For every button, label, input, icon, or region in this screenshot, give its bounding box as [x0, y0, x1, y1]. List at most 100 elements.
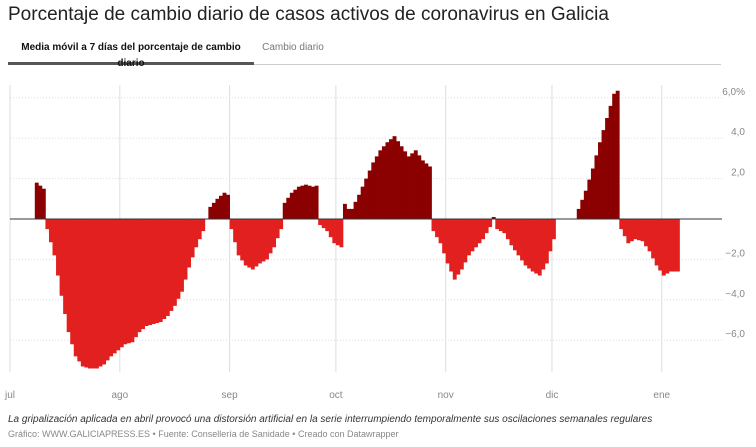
- bar: [452, 219, 457, 280]
- bar: [523, 219, 528, 266]
- bar: [201, 219, 206, 232]
- bar: [424, 163, 429, 219]
- bar: [158, 219, 163, 323]
- bar: [392, 136, 397, 219]
- bar: [240, 219, 245, 261]
- bar: [151, 219, 156, 325]
- bar: [261, 219, 266, 262]
- bar: [56, 219, 60, 276]
- bar: [211, 202, 216, 219]
- bar: [403, 151, 408, 219]
- bar: [374, 156, 379, 219]
- bar: [644, 219, 648, 247]
- bar: [537, 219, 542, 276]
- bar: [52, 219, 57, 256]
- bar: [527, 219, 532, 269]
- bar: [633, 219, 638, 240]
- tab-media-movil[interactable]: Media móvil a 7 días del porcentaje de c…: [8, 40, 254, 69]
- chart-footer: Gráfico: WWW.GALICIAPRESS.ES • Fuente: C…: [8, 429, 399, 439]
- bar: [38, 185, 43, 219]
- bar: [449, 219, 454, 272]
- bar: [325, 219, 330, 232]
- bar: [665, 219, 670, 274]
- bar: [339, 219, 344, 248]
- bar: [385, 142, 390, 219]
- bar: [194, 219, 199, 248]
- bar: [431, 219, 436, 232]
- bar: [371, 162, 376, 219]
- bar: [95, 219, 99, 369]
- chart-title: Porcentaje de cambio diario de casos act…: [8, 4, 609, 25]
- bar: [636, 219, 641, 241]
- bar: [123, 219, 128, 345]
- bar: [594, 155, 599, 219]
- footer-prefix: Gráfico:: [8, 429, 43, 439]
- bar: [435, 219, 439, 238]
- bar: [364, 178, 369, 219]
- x-tick-label: sep: [222, 390, 239, 401]
- bar: [296, 186, 301, 219]
- bar: [176, 219, 181, 299]
- bar: [367, 170, 372, 219]
- bar: [601, 130, 606, 219]
- bar: [640, 219, 645, 242]
- bar: [116, 219, 121, 351]
- footer-site-link[interactable]: WWW.GALICIAPRESS.ES: [42, 429, 151, 439]
- bar: [668, 219, 673, 272]
- bar: [172, 219, 177, 306]
- bar: [300, 185, 305, 219]
- y-tick-label: 4,0: [731, 127, 745, 138]
- bar: [190, 219, 195, 258]
- bar: [612, 93, 617, 219]
- bar: [544, 219, 549, 264]
- bar: [353, 201, 358, 219]
- bar: [576, 208, 581, 219]
- tab-cambio-diario[interactable]: Cambio diario: [262, 42, 324, 53]
- bar: [91, 219, 96, 369]
- bar: [141, 219, 145, 330]
- x-tick-label: ago: [111, 390, 128, 401]
- bar: [463, 219, 468, 263]
- bar: [180, 219, 184, 292]
- bar: [481, 219, 486, 240]
- bar: [342, 203, 347, 219]
- footer-separator: •: [289, 429, 298, 439]
- bar: [59, 219, 64, 296]
- bar: [282, 202, 287, 219]
- bar: [541, 219, 546, 270]
- bar: [498, 219, 503, 232]
- bar: [470, 219, 475, 252]
- bar: [218, 195, 223, 219]
- bar: [229, 219, 234, 230]
- bar: [80, 219, 85, 367]
- bar: [187, 219, 192, 268]
- bar: [389, 139, 393, 219]
- bar: [651, 219, 656, 259]
- bar: [360, 186, 365, 219]
- bar: [459, 219, 464, 270]
- bar: [77, 219, 82, 362]
- bar: [265, 219, 269, 260]
- bar: [279, 219, 284, 230]
- bar: [286, 197, 291, 219]
- bar: [615, 90, 620, 219]
- bar: [608, 105, 613, 219]
- footer-credit[interactable]: Creado con Datawrapper: [297, 429, 399, 439]
- bar: [165, 219, 170, 316]
- bar: [314, 185, 319, 219]
- bar: [619, 219, 624, 230]
- bar: [381, 146, 386, 219]
- bar: [548, 219, 553, 252]
- bar: [126, 219, 131, 344]
- y-tick-label: −2,0: [725, 248, 745, 259]
- bar: [162, 219, 167, 319]
- bar: [243, 219, 248, 266]
- bar: [41, 188, 46, 219]
- bar: [346, 208, 351, 219]
- footer-source: Fuente: Consellería de Sanidade: [158, 429, 290, 439]
- bar: [466, 219, 471, 256]
- bar: [583, 190, 588, 219]
- y-tick-label: −6,0: [725, 329, 745, 340]
- bar: [137, 219, 142, 333]
- bar: [605, 118, 609, 219]
